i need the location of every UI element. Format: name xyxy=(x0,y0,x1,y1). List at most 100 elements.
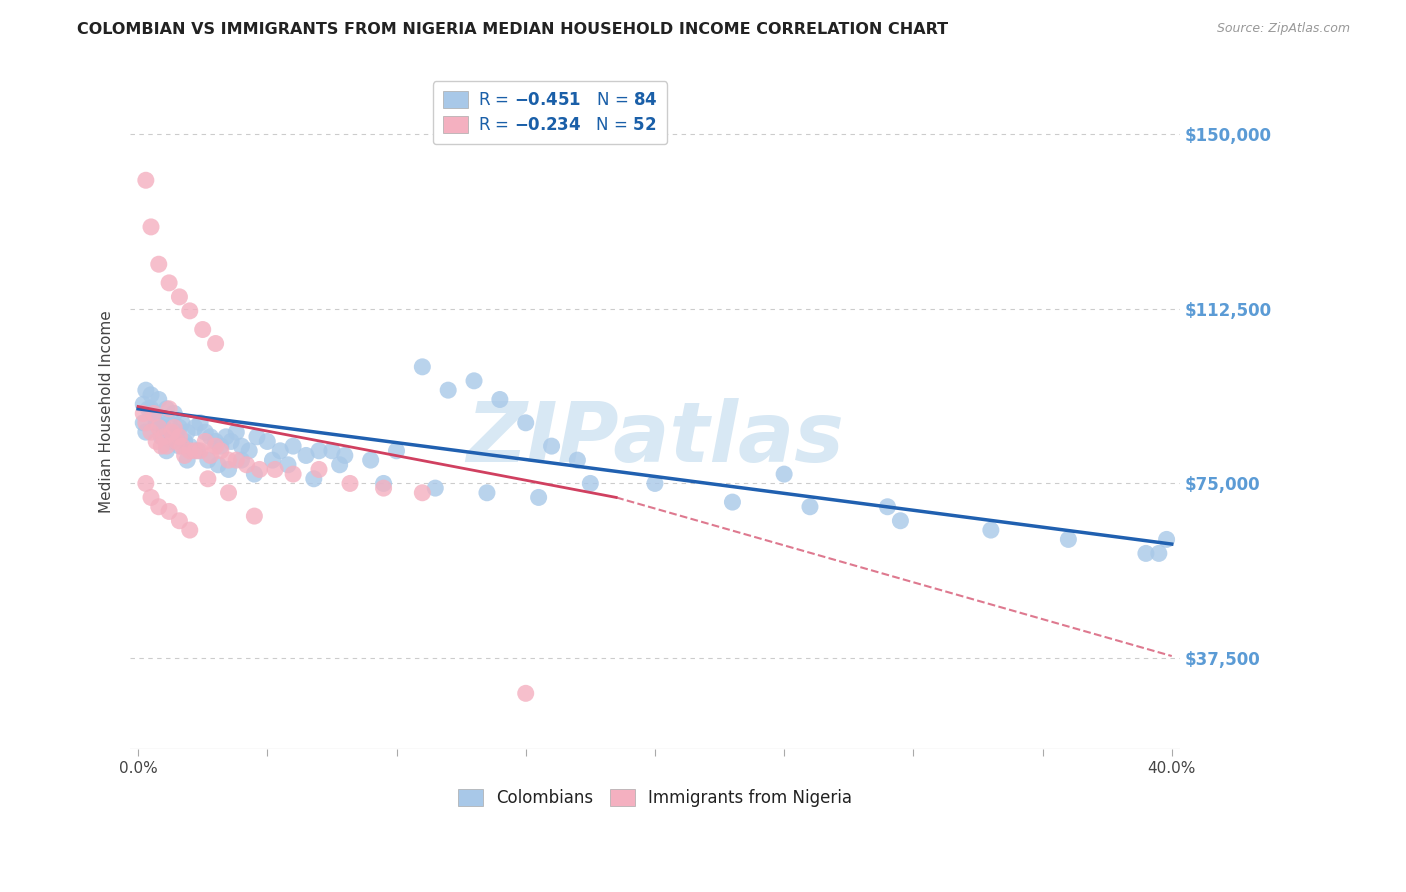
Point xyxy=(173,434,195,449)
Point xyxy=(204,434,226,449)
Point xyxy=(218,453,240,467)
Point xyxy=(243,509,266,524)
Point xyxy=(889,514,911,528)
Point xyxy=(207,458,229,472)
Point xyxy=(231,453,253,467)
Point xyxy=(980,523,1002,537)
Point xyxy=(1156,533,1178,547)
Point xyxy=(411,485,433,500)
Point xyxy=(170,416,193,430)
Point xyxy=(135,476,157,491)
Point xyxy=(148,500,170,514)
Point xyxy=(170,439,193,453)
Point xyxy=(218,462,240,476)
Point xyxy=(169,439,191,453)
Point xyxy=(166,434,188,449)
Point xyxy=(142,407,165,421)
Point xyxy=(333,449,356,463)
Point xyxy=(163,420,186,434)
Point xyxy=(644,476,666,491)
Point xyxy=(231,439,253,453)
Point xyxy=(262,453,284,467)
Point xyxy=(150,439,173,453)
Point xyxy=(150,430,173,444)
Point xyxy=(527,491,550,505)
Point xyxy=(139,388,162,402)
Point xyxy=(197,453,219,467)
Point xyxy=(215,430,238,444)
Point xyxy=(145,416,167,430)
Point xyxy=(1147,546,1170,560)
Point xyxy=(308,443,330,458)
Point xyxy=(515,416,537,430)
Point xyxy=(411,359,433,374)
Point xyxy=(135,416,157,430)
Point xyxy=(269,443,291,458)
Point xyxy=(425,481,447,495)
Point xyxy=(218,485,240,500)
Point xyxy=(179,523,201,537)
Point xyxy=(179,303,201,318)
Point xyxy=(132,397,155,411)
Point xyxy=(489,392,512,407)
Point xyxy=(773,467,796,482)
Point xyxy=(176,425,198,439)
Point xyxy=(200,449,222,463)
Point xyxy=(166,425,188,439)
Point xyxy=(186,443,208,458)
Point xyxy=(132,416,155,430)
Point xyxy=(155,443,177,458)
Point xyxy=(799,500,821,514)
Point xyxy=(1135,546,1157,560)
Point xyxy=(515,686,537,700)
Point xyxy=(876,500,898,514)
Point xyxy=(139,219,162,234)
Point xyxy=(385,443,408,458)
Point xyxy=(139,425,162,439)
Point xyxy=(157,276,180,290)
Point xyxy=(329,458,352,472)
Text: Source: ZipAtlas.com: Source: ZipAtlas.com xyxy=(1216,22,1350,36)
Point xyxy=(155,401,177,416)
Point xyxy=(153,420,176,434)
Point xyxy=(157,504,180,518)
Point xyxy=(142,407,165,421)
Point xyxy=(1057,533,1080,547)
Legend: Colombians, Immigrants from Nigeria: Colombians, Immigrants from Nigeria xyxy=(451,782,859,814)
Point xyxy=(373,476,395,491)
Point xyxy=(238,443,260,458)
Point xyxy=(191,322,214,336)
Point xyxy=(277,458,299,472)
Point xyxy=(194,425,217,439)
Point xyxy=(135,425,157,439)
Point xyxy=(225,425,247,439)
Point xyxy=(302,472,325,486)
Point xyxy=(200,430,222,444)
Y-axis label: Median Household Income: Median Household Income xyxy=(100,310,114,513)
Point xyxy=(246,430,269,444)
Point xyxy=(281,439,304,453)
Point xyxy=(139,491,162,505)
Point xyxy=(160,434,183,449)
Point xyxy=(437,383,460,397)
Point xyxy=(295,449,318,463)
Point xyxy=(153,430,176,444)
Point xyxy=(281,467,304,482)
Point xyxy=(235,458,257,472)
Point xyxy=(321,443,343,458)
Point xyxy=(132,407,155,421)
Point xyxy=(209,443,232,458)
Point xyxy=(139,401,162,416)
Point xyxy=(155,439,177,453)
Point xyxy=(169,430,191,444)
Point xyxy=(579,476,602,491)
Point xyxy=(135,173,157,187)
Point xyxy=(148,392,170,407)
Point xyxy=(249,462,271,476)
Point xyxy=(179,443,201,458)
Point xyxy=(135,383,157,397)
Point xyxy=(179,439,201,453)
Point xyxy=(360,453,382,467)
Point xyxy=(138,401,160,416)
Point xyxy=(243,467,266,482)
